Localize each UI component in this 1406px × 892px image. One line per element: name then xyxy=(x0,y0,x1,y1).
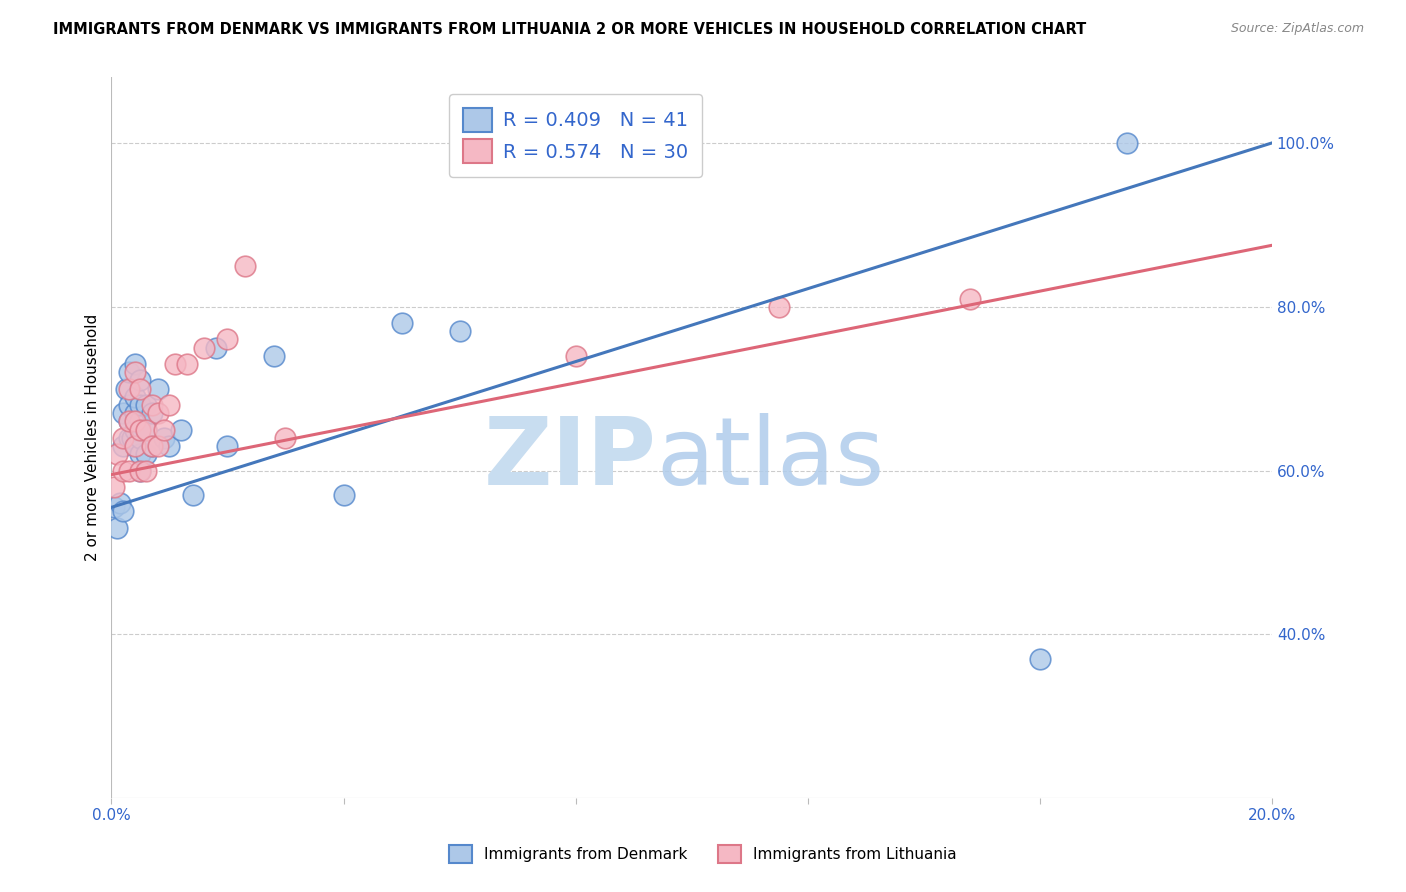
Point xyxy=(146,382,169,396)
Point xyxy=(129,382,152,396)
Point xyxy=(111,463,134,477)
Point xyxy=(129,431,152,445)
Text: ZIP: ZIP xyxy=(484,413,657,506)
Point xyxy=(1029,652,1052,666)
Point xyxy=(118,431,141,445)
Point xyxy=(111,504,134,518)
Legend: R = 0.409   N = 41, R = 0.574   N = 30: R = 0.409 N = 41, R = 0.574 N = 30 xyxy=(449,95,702,177)
Text: IMMIGRANTS FROM DENMARK VS IMMIGRANTS FROM LITHUANIA 2 OR MORE VEHICLES IN HOUSE: IMMIGRANTS FROM DENMARK VS IMMIGRANTS FR… xyxy=(53,22,1087,37)
Point xyxy=(129,423,152,437)
Legend: Immigrants from Denmark, Immigrants from Lithuania: Immigrants from Denmark, Immigrants from… xyxy=(437,832,969,875)
Point xyxy=(108,496,131,510)
Point xyxy=(159,439,181,453)
Point xyxy=(159,398,181,412)
Point xyxy=(205,341,228,355)
Point xyxy=(129,463,152,477)
Point xyxy=(105,521,128,535)
Point xyxy=(146,406,169,420)
Text: Source: ZipAtlas.com: Source: ZipAtlas.com xyxy=(1230,22,1364,36)
Point xyxy=(121,431,143,445)
Point xyxy=(564,349,586,363)
Point xyxy=(449,324,471,338)
Point xyxy=(124,423,146,437)
Point xyxy=(103,500,125,515)
Point xyxy=(152,431,174,445)
Point xyxy=(129,398,152,412)
Point xyxy=(217,439,239,453)
Point xyxy=(193,341,215,355)
Point xyxy=(1115,136,1137,150)
Point xyxy=(124,439,146,453)
Point xyxy=(959,292,981,306)
Point xyxy=(111,431,134,445)
Text: atlas: atlas xyxy=(657,413,886,506)
Point xyxy=(141,439,163,453)
Point xyxy=(118,414,141,428)
Point xyxy=(129,414,152,428)
Point xyxy=(135,398,157,412)
Point xyxy=(391,316,413,330)
Point xyxy=(135,447,157,461)
Point xyxy=(129,373,152,387)
Point xyxy=(124,390,146,404)
Point xyxy=(141,406,163,420)
Point xyxy=(129,463,152,477)
Point xyxy=(176,357,198,371)
Point xyxy=(111,406,134,420)
Point xyxy=(135,423,157,437)
Point xyxy=(170,423,193,437)
Point xyxy=(146,439,169,453)
Point xyxy=(263,349,285,363)
Point xyxy=(118,365,141,379)
Point xyxy=(152,423,174,437)
Point xyxy=(118,414,141,428)
Point xyxy=(135,423,157,437)
Point xyxy=(129,447,152,461)
Point xyxy=(118,382,141,396)
Point xyxy=(118,463,141,477)
Point xyxy=(141,439,163,453)
Point xyxy=(768,300,790,314)
Point xyxy=(124,365,146,379)
Point xyxy=(217,333,239,347)
Point xyxy=(118,398,141,412)
Point xyxy=(181,488,204,502)
Point xyxy=(124,414,146,428)
Point xyxy=(332,488,354,502)
Point xyxy=(124,357,146,371)
Point xyxy=(274,431,297,445)
Point xyxy=(103,480,125,494)
Point xyxy=(124,406,146,420)
Point xyxy=(165,357,187,371)
Point xyxy=(124,439,146,453)
Point xyxy=(233,259,256,273)
Point xyxy=(141,398,163,412)
Point xyxy=(105,447,128,461)
Point xyxy=(115,382,138,396)
Point xyxy=(135,463,157,477)
Y-axis label: 2 or more Vehicles in Household: 2 or more Vehicles in Household xyxy=(86,314,100,561)
Point xyxy=(111,439,134,453)
